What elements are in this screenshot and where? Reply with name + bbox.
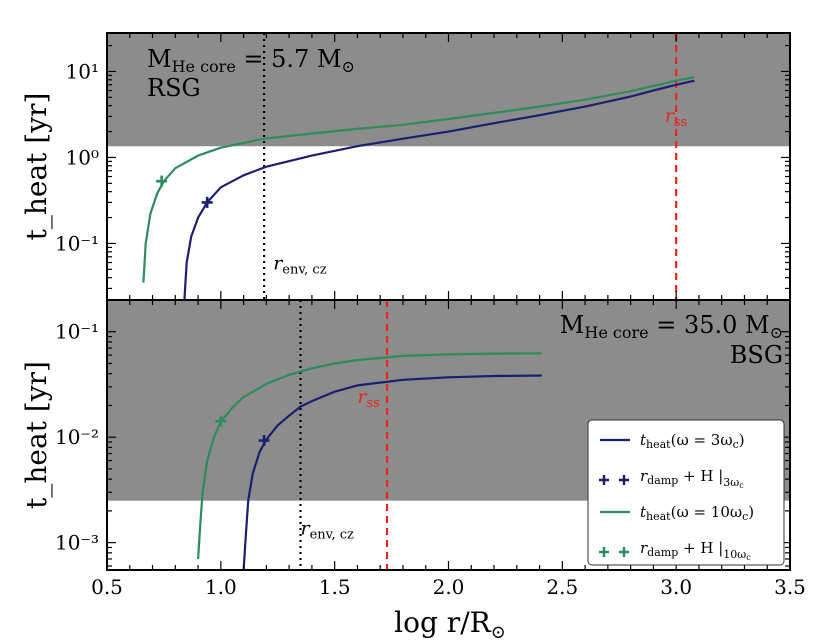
- vline-label-sub: env, cz: [282, 262, 326, 277]
- shaded-region: [107, 33, 790, 147]
- legend-end: ): [739, 431, 745, 449]
- mass-subscript: He core: [172, 57, 236, 76]
- mass-value: = 5.7 M: [236, 45, 342, 73]
- legend-subscript: heat: [646, 438, 671, 451]
- x-axis-label-sub: ⊙: [491, 622, 506, 641]
- marker-rdamp-3wc: [258, 435, 270, 447]
- legend-subscript: damp: [647, 546, 678, 559]
- series-line-10wc: [142, 76, 695, 283]
- marker-rdamp-3wc: [201, 196, 213, 208]
- x-axis-label-main: log r/R: [394, 606, 491, 639]
- y-axis-label: t_heat [yr]: [20, 361, 53, 509]
- legend-swatch-marker: [599, 475, 609, 485]
- mass-value: = 35.0 M: [649, 311, 770, 339]
- vline-label-1: rss: [665, 105, 687, 130]
- legend-entry-3: rdamp + H |10ωc: [640, 539, 751, 562]
- legend-symbol: r: [640, 467, 648, 485]
- ytick-label: 10⁻¹: [55, 231, 99, 255]
- y-axis-label: t_heat [yr]: [20, 93, 53, 241]
- legend-entry-0: theat(ω = 3ωc): [640, 431, 745, 451]
- vline-label-main: r: [273, 252, 284, 274]
- legend-symbol: t: [640, 431, 647, 449]
- xtick-label: 2.0: [433, 575, 465, 599]
- xtick-label: 1.5: [319, 575, 351, 599]
- legend-swatch-marker: [619, 475, 629, 485]
- vline-label-sub: ss: [674, 115, 687, 130]
- vline-label-sub: env, cz: [310, 527, 354, 542]
- x-axis-label: log r/R⊙: [394, 606, 506, 641]
- xtick-label: 3.5: [774, 575, 806, 599]
- legend-symbol: r: [640, 539, 648, 557]
- legend-rest: (ω = 3ω: [671, 431, 733, 449]
- legend-end: ): [748, 503, 754, 521]
- vline-label-main: r: [357, 386, 368, 408]
- legend-box: [587, 419, 785, 566]
- legend-entry-2: theat(ω = 10ωc): [640, 503, 754, 523]
- xtick-label: 2.5: [546, 575, 578, 599]
- ytick-label: 10¹: [66, 59, 99, 83]
- sun-symbol: ⊙: [770, 323, 783, 342]
- vline-label-1: rss: [357, 386, 379, 411]
- stage-label: BSG: [730, 341, 783, 369]
- xtick-label: 0.5: [91, 575, 123, 599]
- legend-subscript-2: 10ω: [723, 548, 746, 561]
- vline-label-main: r: [665, 105, 676, 127]
- vline-label-0: renv, cz: [301, 517, 355, 542]
- vline-label-main: r: [301, 517, 312, 539]
- legend-subscript: damp: [647, 474, 678, 487]
- mass-symbol: M: [147, 45, 172, 73]
- mass-annotation: MHe core = 5.7 M⊙: [147, 45, 355, 76]
- legend-symbol: t: [640, 503, 647, 521]
- ytick-label: 10⁻³: [55, 531, 99, 555]
- sun-symbol: ⊙: [342, 57, 355, 76]
- legend-swatch-marker: [619, 547, 629, 557]
- mass-annotation: MHe core = 35.0 M⊙: [560, 311, 783, 342]
- legend-subscript: heat: [646, 510, 671, 523]
- mass-symbol: M: [560, 311, 585, 339]
- legend-subscript-3: c: [739, 481, 744, 490]
- series-line-3wc: [242, 374, 542, 571]
- legend-subscript-2: c: [733, 438, 739, 451]
- series-line-3wc: [183, 79, 695, 301]
- stage-label: RSG: [147, 74, 201, 102]
- legend-subscript-2: c: [742, 510, 748, 523]
- series-line-10wc: [197, 352, 542, 560]
- marker-rdamp-10wc: [156, 175, 168, 187]
- marker-rdamp-10wc: [215, 415, 227, 427]
- legend-entry-1: rdamp + H |3ωc: [640, 467, 744, 490]
- ytick-label: 10⁻¹: [55, 320, 99, 344]
- xtick-label: 3.0: [660, 575, 692, 599]
- vline-label-sub: ss: [367, 396, 380, 411]
- legend-swatch-marker: [599, 547, 609, 557]
- mass-subscript: He core: [584, 323, 648, 342]
- ytick-label: 10⁰: [66, 145, 99, 169]
- xtick-label: 1.0: [205, 575, 237, 599]
- legend-subscript-3: c: [746, 553, 751, 562]
- vline-label-0: renv, cz: [273, 252, 327, 277]
- legend-rest: + H |: [678, 539, 723, 557]
- ytick-label: 10⁻²: [55, 425, 99, 449]
- legend-rest: + H |: [678, 467, 723, 485]
- legend-rest: (ω = 10ω: [671, 503, 743, 521]
- legend-subscript-2: 3ω: [723, 476, 739, 489]
